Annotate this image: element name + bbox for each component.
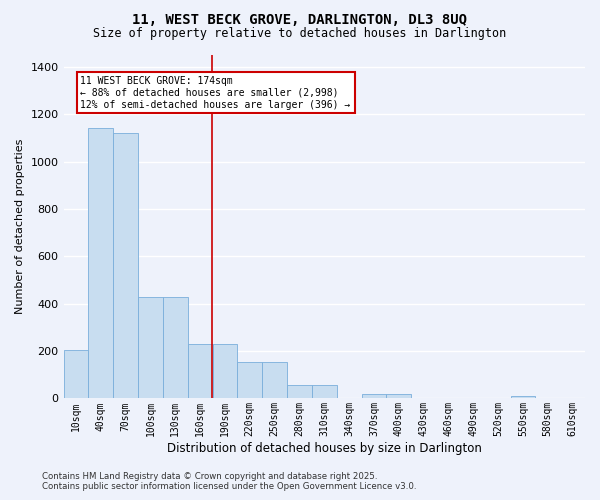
Text: 11, WEST BECK GROVE, DARLINGTON, DL3 8UQ: 11, WEST BECK GROVE, DARLINGTON, DL3 8UQ xyxy=(133,12,467,26)
Bar xyxy=(113,133,138,398)
Text: Contains HM Land Registry data © Crown copyright and database right 2025.
Contai: Contains HM Land Registry data © Crown c… xyxy=(42,472,416,491)
Bar xyxy=(262,362,287,399)
Text: Size of property relative to detached houses in Darlington: Size of property relative to detached ho… xyxy=(94,28,506,40)
Y-axis label: Number of detached properties: Number of detached properties xyxy=(15,139,25,314)
Bar xyxy=(64,350,88,399)
Bar xyxy=(188,344,212,399)
Bar xyxy=(362,394,386,398)
Bar xyxy=(312,386,337,398)
Bar xyxy=(238,362,262,399)
Bar xyxy=(511,396,535,398)
Bar xyxy=(138,296,163,398)
X-axis label: Distribution of detached houses by size in Darlington: Distribution of detached houses by size … xyxy=(167,442,482,455)
Bar xyxy=(287,386,312,398)
Bar xyxy=(163,296,188,398)
Bar xyxy=(386,394,411,398)
Bar xyxy=(212,344,238,399)
Text: 11 WEST BECK GROVE: 174sqm
← 88% of detached houses are smaller (2,998)
12% of s: 11 WEST BECK GROVE: 174sqm ← 88% of deta… xyxy=(80,76,350,110)
Bar xyxy=(88,128,113,398)
